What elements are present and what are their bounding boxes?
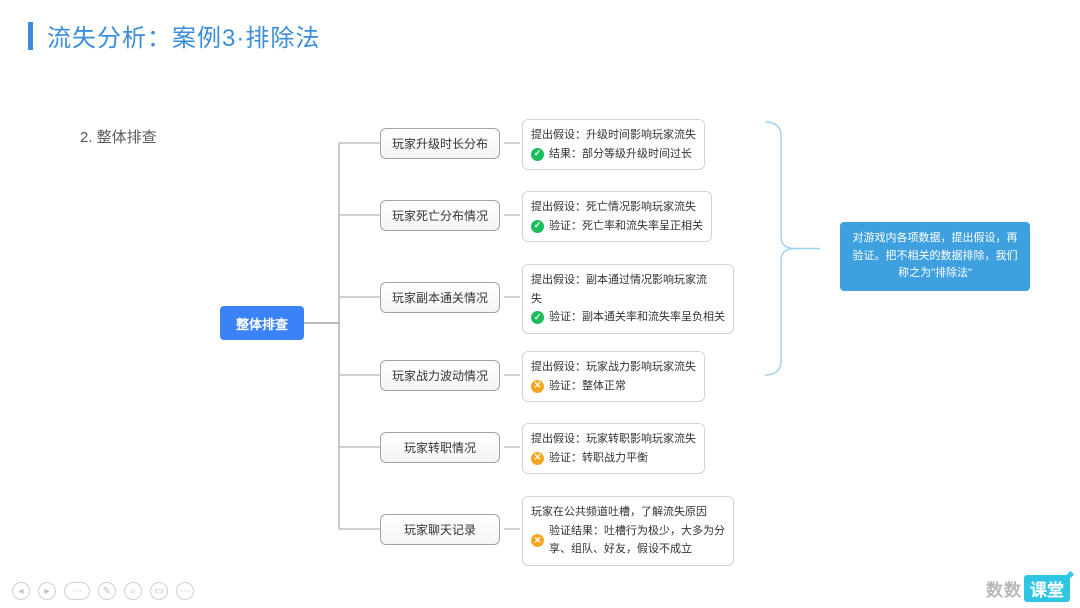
detail-node: 提出假设：副本通过情况影响玩家流 失 ✓ 验证：副本通关率和流失率呈负相关 [522, 264, 734, 334]
detail-node: 提出假设：玩家战力影响玩家流失 ✕ 验证：整体正常 [522, 351, 705, 402]
result-line: ✓ 验证：死亡率和流失率呈正相关 [531, 217, 703, 236]
result-line: ✓ 验证：副本通关率和流失率呈负相关 [531, 308, 725, 327]
page-title: 流失分析：案例3·排除法 [47, 18, 320, 53]
hypothesis-line: 提出假设：玩家战力影响玩家流失 [531, 358, 696, 377]
result-text: 验证：死亡率和流失率呈正相关 [549, 217, 703, 236]
result-text: 验证：整体正常 [549, 377, 626, 396]
result-line: ✕ 验证结果：吐槽行为极少，大多为分 享、组队、好友，假设不成立 [531, 522, 725, 559]
hypothesis-line: 提出假设：副本通过情况影响玩家流 失 [531, 271, 725, 308]
detail-node: 提出假设：玩家转职影响玩家流失 ✕ 验证：转职战力平衡 [522, 423, 705, 474]
logo-text-gray: 数数 [986, 576, 1022, 601]
branch-node: 玩家死亡分布情况 [380, 200, 500, 231]
detail-node: 提出假设：死亡情况影响玩家流失 ✓ 验证：死亡率和流失率呈正相关 [522, 191, 712, 242]
section-heading: 2. 整体排查 [80, 126, 157, 147]
prev-slide-icon[interactable]: ◂ [12, 582, 30, 600]
result-line: ✓ 结果：部分等级升级时间过长 [531, 145, 696, 164]
zoom-icon[interactable]: ⌕ [124, 582, 142, 600]
branch-node: 玩家转职情况 [380, 432, 500, 463]
hypothesis-line: 提出假设：升级时间影响玩家流失 [531, 126, 696, 145]
check-icon: ✓ [531, 220, 544, 233]
branch-node: 玩家战力波动情况 [380, 360, 500, 391]
cross-icon: ✕ [531, 534, 544, 547]
check-icon: ✓ [531, 311, 544, 324]
cross-icon: ✕ [531, 380, 544, 393]
hypothesis-line: 提出假设：玩家转职影响玩家流失 [531, 430, 696, 449]
hypothesis-line: 玩家在公共频道吐槽，了解流失原因 [531, 503, 725, 522]
slide-number-icon[interactable]: ⋯ [64, 582, 90, 600]
pointer-icon[interactable]: ✎ [98, 582, 116, 600]
branch-node: 玩家升级时长分布 [380, 128, 500, 159]
branch-node: 玩家聊天记录 [380, 514, 500, 545]
hypothesis-line: 提出假设：死亡情况影响玩家流失 [531, 198, 703, 217]
title-accent-bar [28, 22, 33, 50]
brand-logo: 数数 课堂 [986, 575, 1070, 602]
result-text: 结果：部分等级升级时间过长 [549, 145, 692, 164]
result-line: ✕ 验证：转职战力平衡 [531, 449, 696, 468]
detail-node: 玩家在公共频道吐槽，了解流失原因 ✕ 验证结果：吐槽行为极少，大多为分 享、组队、好… [522, 496, 734, 566]
more-icon[interactable]: ⋯ [176, 582, 194, 600]
slide-controls: ◂ ▸ ⋯ ✎ ⌕ ▭ ⋯ [12, 582, 194, 600]
next-slide-icon[interactable]: ▸ [38, 582, 56, 600]
detail-node: 提出假设：升级时间影响玩家流失 ✓ 结果：部分等级升级时间过长 [522, 119, 705, 170]
mindmap-diagram: 整体排查 玩家升级时长分布 提出假设：升级时间影响玩家流失 ✓ 结果：部分等级升级时间… [220, 100, 1040, 570]
root-node: 整体排查 [220, 306, 304, 340]
result-text: 验证：转职战力平衡 [549, 449, 648, 468]
check-icon: ✓ [531, 148, 544, 161]
result-text: 验证结果：吐槽行为极少，大多为分 享、组队、好友，假设不成立 [549, 522, 725, 559]
screen-icon[interactable]: ▭ [150, 582, 168, 600]
logo-text-highlight: 课堂 [1024, 575, 1070, 602]
page-title-bar: 流失分析：案例3·排除法 [28, 18, 320, 53]
cross-icon: ✕ [531, 452, 544, 465]
branch-node: 玩家副本通关情况 [380, 282, 500, 313]
result-line: ✕ 验证：整体正常 [531, 377, 696, 396]
result-text: 验证：副本通关率和流失率呈负相关 [549, 308, 725, 327]
summary-callout: 对游戏内各项数据，提出假设，再验证。把不相关的数据排除，我们称之为"排除法" [840, 222, 1030, 291]
